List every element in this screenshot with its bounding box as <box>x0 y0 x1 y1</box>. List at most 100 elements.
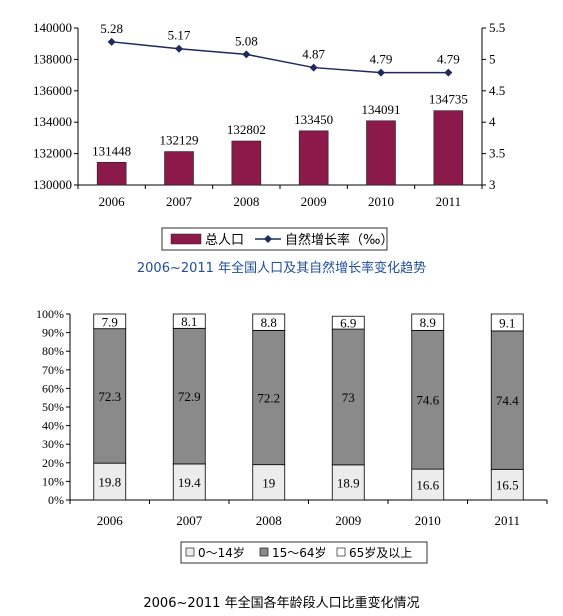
population-bar-label: 134735 <box>429 92 468 107</box>
segment-age-15-64 <box>490 330 524 470</box>
segment-age-0-14-label: 16.5 <box>496 478 519 493</box>
growth-rate-line <box>111 41 449 74</box>
population-bar-label: 132129 <box>160 133 199 148</box>
segment-age-65-plus <box>172 313 206 329</box>
age-structure-chart: 0% 10% 20% 30% 40% 50% 60% 70% 80% 90% 100% 19.8 72.… <box>36 307 548 564</box>
segment-age-65-plus-label: 9.1 <box>499 315 515 330</box>
left-tick-label: 134000 <box>33 114 72 129</box>
population-bar <box>298 130 329 186</box>
segment-age-15-64-label: 72.3 <box>98 389 121 404</box>
x-category-label: 2008 <box>256 513 282 528</box>
right-tick-label: 4.5 <box>489 83 505 98</box>
segment-age-65-plus-label: 7.9 <box>102 314 118 329</box>
segment-age-65-plus-label: 6.9 <box>340 316 356 331</box>
growth-rate-label: 5.28 <box>100 21 123 36</box>
segment-age-15-64 <box>252 329 286 466</box>
segment-age-0-14-label: 19 <box>262 475 275 490</box>
y-tick-label: 90% <box>42 326 64 340</box>
x-category-label: 2009 <box>301 194 327 209</box>
x-category-label: 2006 <box>99 194 126 209</box>
segment-age-65-plus-legend-label: 65岁及以上 <box>349 545 412 560</box>
legend-label-growth-rate: 自然增长率（‰） <box>285 232 393 248</box>
population-bar-label: 131448 <box>92 143 131 158</box>
x-category-label: 2006 <box>97 513 124 528</box>
growth-rate-label: 4.87 <box>302 47 325 62</box>
segment-age-65-plus <box>411 313 445 331</box>
population-bar <box>366 120 396 186</box>
growth-rate-point <box>242 50 251 59</box>
y-tick-label: 30% <box>42 437 64 451</box>
segment-age-0-14 <box>93 462 127 501</box>
legend-frame <box>180 541 428 564</box>
segment-age-0-14-label: 19.4 <box>178 475 201 490</box>
x-category-label: 2009 <box>335 513 361 528</box>
growth-rate-label: 5.08 <box>235 33 258 48</box>
y-tick-label: 50% <box>42 400 64 414</box>
legend-label-population: 总人口 <box>205 233 244 248</box>
y-tick-label: 20% <box>42 456 64 470</box>
segment-age-15-64-legend-label: 15～64岁 <box>272 545 327 560</box>
segment-age-15-64 <box>93 328 127 464</box>
x-category-label: 2011 <box>436 194 462 209</box>
segment-age-0-14 <box>331 464 365 501</box>
segment-age-15-64-label: 74.4 <box>496 393 519 408</box>
segment-age-15-64-label: 73 <box>342 390 355 405</box>
legend-swatch-population <box>170 233 202 245</box>
segment-age-65-plus-label: 8.1 <box>181 314 197 329</box>
population-bar <box>231 140 262 186</box>
x-category-label: 2008 <box>233 194 259 209</box>
chart2-caption: 2006~2011 年全国各年龄段人口比重变化情况 <box>143 596 420 611</box>
y-tick-label: 40% <box>42 419 64 433</box>
population-bar <box>433 110 464 186</box>
right-tick-label: 5.5 <box>489 20 505 35</box>
chart1-legend: 总人口 自然增长率（‰） <box>161 227 393 251</box>
segment-age-65-plus <box>331 315 365 330</box>
segment-age-0-14-legend-swatch <box>185 547 195 557</box>
growth-rate-point <box>107 37 116 46</box>
x-category-label: 2011 <box>494 513 520 528</box>
segment-age-15-64 <box>331 328 365 466</box>
chart1-caption: 2006~2011 年全国人口及其自然增长率变化趋势 <box>136 261 427 276</box>
growth-rate-label: 4.79 <box>437 52 460 67</box>
y-tick-label: 100% <box>36 307 64 321</box>
segment-age-65-plus <box>93 313 127 330</box>
x-category-label: 2010 <box>415 513 441 528</box>
left-tick-label: 132000 <box>33 146 72 161</box>
left-tick-label: 136000 <box>33 83 72 98</box>
population-bar-label: 133450 <box>294 112 333 127</box>
right-tick-label: 5 <box>489 51 496 66</box>
right-tick-label: 3.5 <box>489 146 505 161</box>
legend-swatch-marker <box>264 235 272 243</box>
right-tick-label: 3 <box>489 177 496 192</box>
growth-rate-label: 4.79 <box>370 52 393 67</box>
segment-age-65-plus-label: 8.8 <box>261 315 277 330</box>
population-bar-label: 132802 <box>227 122 266 137</box>
left-tick-label: 130000 <box>33 177 72 192</box>
segment-age-15-64 <box>411 329 445 470</box>
y-tick-label: 60% <box>42 381 64 395</box>
y-tick-label: 80% <box>42 344 64 358</box>
segment-age-65-plus <box>252 313 286 331</box>
segment-age-65-plus-legend-swatch <box>336 547 346 557</box>
population-bar <box>164 151 194 186</box>
x-category-label: 2010 <box>368 194 394 209</box>
segment-age-0-14 <box>252 464 286 501</box>
y-tick-label: 70% <box>42 363 64 377</box>
population-bar-label: 134091 <box>362 102 401 117</box>
y-tick-label: 0% <box>48 493 64 507</box>
growth-rate-point <box>309 63 318 72</box>
population-growth-chart: 130000 132000 134000 136000 138000 140000 3 3.5… <box>33 20 505 251</box>
left-tick-label: 138000 <box>33 51 72 66</box>
growth-rate-point <box>377 68 385 77</box>
segment-age-0-14-label: 16.6 <box>416 478 439 493</box>
segment-age-15-64 <box>172 327 206 465</box>
growth-rate-point <box>444 68 453 77</box>
segment-age-15-64-label: 72.2 <box>257 391 280 406</box>
segment-age-65-plus-label: 8.9 <box>420 315 436 330</box>
left-tick-label: 140000 <box>33 20 72 35</box>
x-category-label: 2007 <box>166 194 193 209</box>
growth-rate-label: 5.17 <box>168 28 191 43</box>
right-tick-label: 4 <box>489 114 496 129</box>
segment-age-0-14-legend-label: 0～14岁 <box>198 545 245 560</box>
